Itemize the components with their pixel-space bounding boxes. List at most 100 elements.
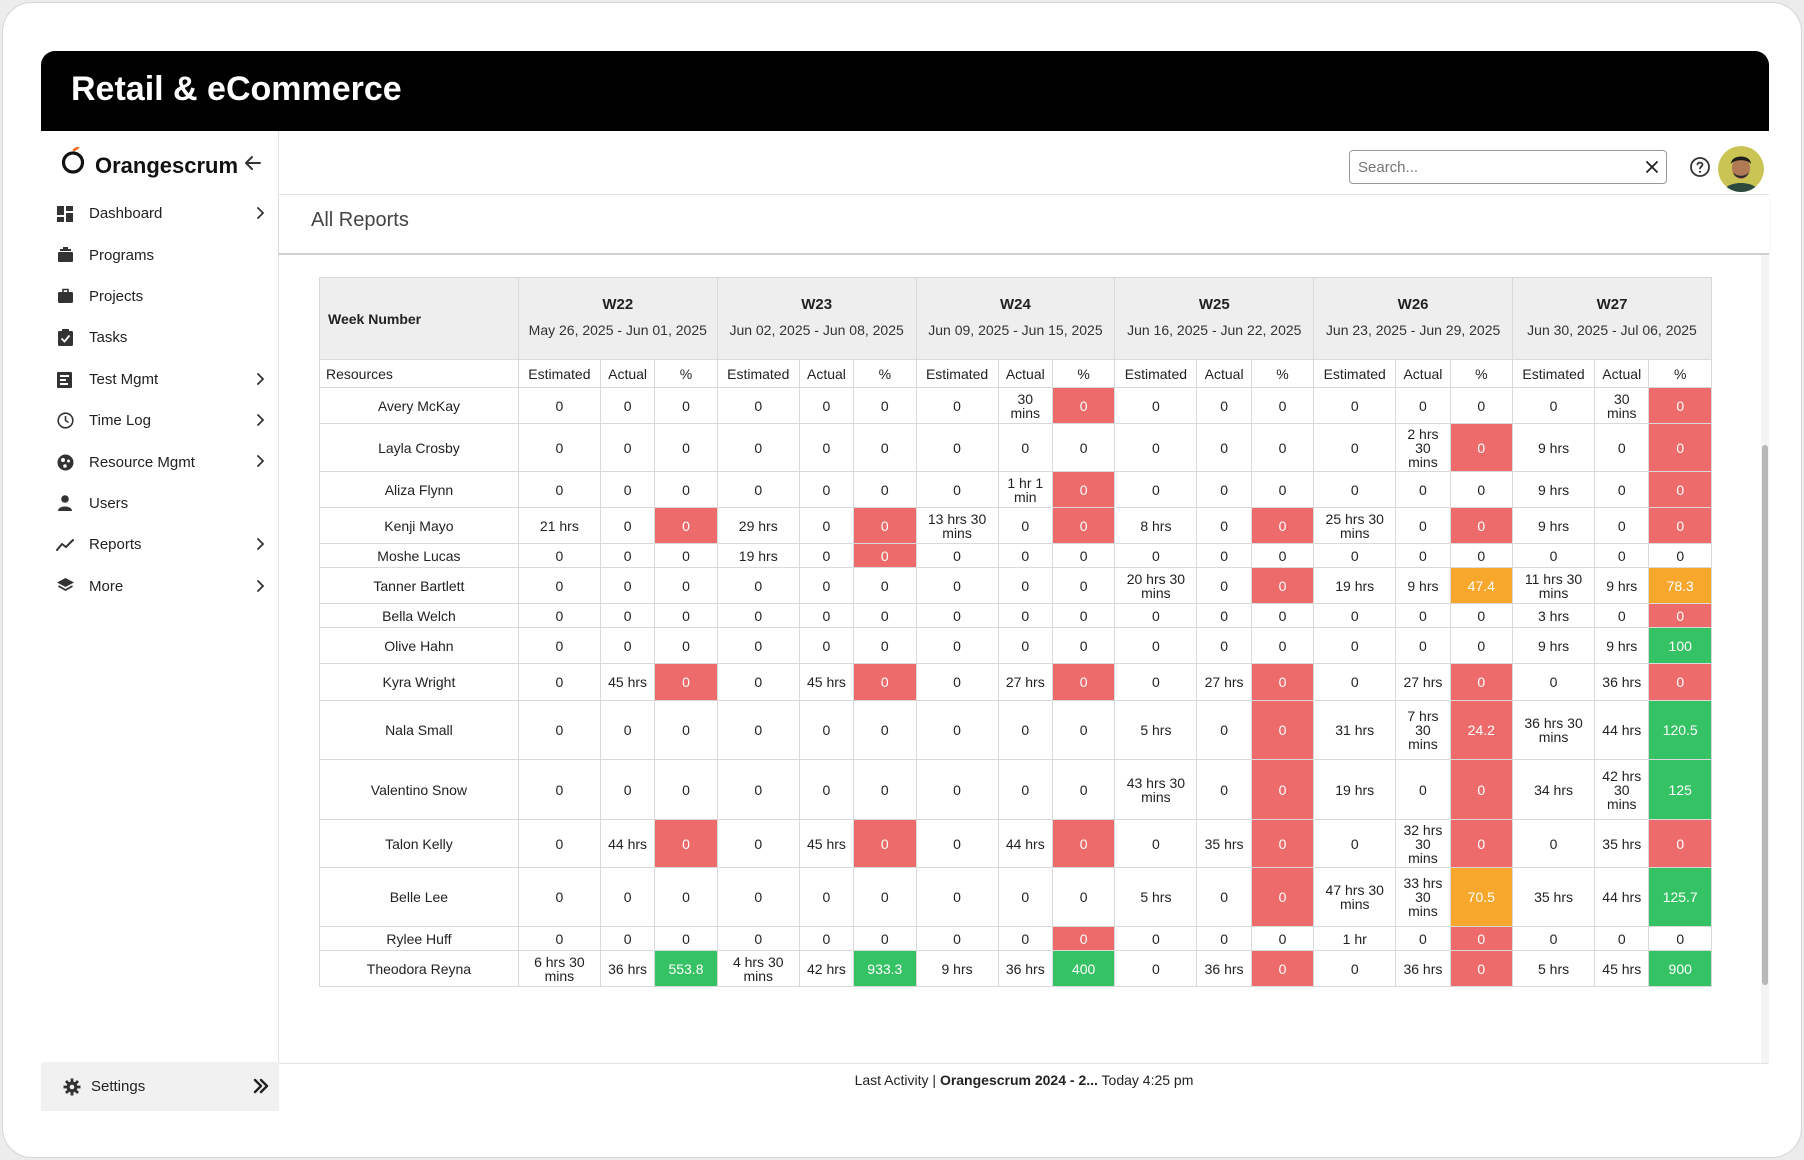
percent-cell: 0 <box>1648 926 1712 951</box>
double-chevron-right-icon[interactable] <box>251 1076 271 1096</box>
actual-cell: 36 hrs <box>1196 950 1252 987</box>
estimated-header: Estimated <box>915 359 999 388</box>
actual-cell: 45 hrs <box>599 663 656 701</box>
percent-header: % <box>853 359 917 388</box>
percent-cell: 0 <box>654 507 718 544</box>
estimated-cell: 0 <box>1114 926 1198 951</box>
estimated-cell: 0 <box>915 663 999 701</box>
sidebar-item-test-mgmt[interactable]: Test Mgmt <box>41 359 279 400</box>
estimated-cell: 0 <box>1313 543 1397 568</box>
estimated-cell: 4 hrs 30 mins <box>716 950 800 987</box>
last-activity-project[interactable]: Orangescrum 2024 - 2... <box>939 1072 1098 1088</box>
actual-cell: 27 hrs <box>1196 663 1252 701</box>
percent-cell: 0 <box>654 423 718 472</box>
percent-cell: 0 <box>1051 543 1116 568</box>
sidebar-item-programs[interactable]: Programs <box>41 234 279 275</box>
actual-cell: 30 mins <box>1594 387 1650 424</box>
user-avatar[interactable] <box>1718 146 1764 192</box>
percent-cell: 0 <box>1449 759 1514 820</box>
actual-cell: 0 <box>1594 926 1650 951</box>
search-input[interactable] <box>1349 150 1667 184</box>
scrollbar-thumb[interactable] <box>1762 445 1768 985</box>
estimated-cell: 0 <box>1313 950 1397 987</box>
percent-cell: 0 <box>853 423 917 472</box>
percent-cell: 0 <box>1051 603 1116 628</box>
table-row: Moshe Lucas 0 0 0 19 hrs 0 0 0 0 0 0 0 0 0 0 0 0 0 0 <box>319 543 1712 568</box>
estimated-cell: 0 <box>915 867 999 927</box>
sidebar-item-resource-mgmt[interactable]: Resource Mgmt <box>41 441 279 482</box>
actual-cell: 0 <box>798 471 855 508</box>
sidebar: Orangescrum Dashboard Progra <box>41 131 279 1111</box>
actual-cell: 0 <box>599 507 656 544</box>
estimated-cell: 0 <box>915 387 999 424</box>
percent-cell: 0 <box>654 926 718 951</box>
sidebar-item-settings[interactable]: Settings <box>41 1062 279 1111</box>
percent-cell: 100 <box>1648 627 1712 664</box>
actual-cell: 44 hrs <box>599 819 656 868</box>
sidebar-item-tasks[interactable]: Tasks <box>41 317 279 358</box>
sidebar-item-dashboard[interactable]: Dashboard <box>41 193 279 234</box>
chevron-right-icon <box>257 372 265 385</box>
percent-cell: 0 <box>853 926 917 951</box>
actual-cell: 36 hrs <box>997 950 1053 987</box>
close-icon[interactable] <box>1643 158 1661 176</box>
actual-cell: 0 <box>599 759 656 820</box>
actual-cell: 0 <box>798 867 855 927</box>
sidebar-item-reports[interactable]: Reports <box>41 524 279 565</box>
week-code: W25 <box>1198 295 1230 313</box>
vertical-scrollbar[interactable] <box>1761 255 1769 1063</box>
actual-header: Actual <box>1594 359 1650 388</box>
actual-cell: 0 <box>599 543 656 568</box>
actual-cell: 44 hrs <box>1594 700 1650 760</box>
week-date-range: Jun 02, 2025 - Jun 08, 2025 <box>729 321 904 338</box>
percent-cell: 0 <box>1648 471 1712 508</box>
actual-cell: 0 <box>599 567 656 604</box>
sidebar-item-label: Programs <box>89 246 155 264</box>
table-row: Bella Welch 0 0 0 0 0 0 0 0 0 0 0 0 0 0 0 3 hrs 0 0 <box>319 603 1712 628</box>
estimated-cell: 0 <box>716 867 800 927</box>
actual-cell: 0 <box>1196 926 1252 951</box>
last-activity-time: Today 4:25 pm <box>1101 1072 1194 1088</box>
collapse-sidebar-arrow-icon[interactable] <box>241 151 265 175</box>
brand-name: Orangescrum <box>95 153 239 178</box>
actual-cell: 9 hrs <box>1594 567 1650 604</box>
actual-cell: 0 <box>1395 926 1451 951</box>
percent-cell: 0 <box>1250 603 1315 628</box>
sidebar-item-users[interactable]: Users <box>41 483 279 524</box>
last-activity-label: Last Activity <box>854 1072 929 1088</box>
estimated-cell: 0 <box>1313 471 1397 508</box>
estimated-cell: 5 hrs <box>1512 950 1596 987</box>
sidebar-item-projects[interactable]: Projects <box>41 276 279 317</box>
estimated-cell: 9 hrs <box>915 950 999 987</box>
percent-cell: 0 <box>1250 819 1315 868</box>
estimated-cell: 36 hrs 30 mins <box>1512 700 1596 760</box>
percent-header: % <box>654 359 718 388</box>
estimated-cell: 0 <box>915 543 999 568</box>
estimated-cell: 0 <box>716 627 800 664</box>
actual-cell: 0 <box>1196 700 1252 760</box>
percent-cell: 0 <box>1449 507 1514 544</box>
sidebar-item-time-log[interactable]: Time Log <box>41 400 279 441</box>
actual-cell: 44 hrs <box>1594 867 1650 927</box>
resource-name: Valentino Snow <box>319 759 519 820</box>
estimated-cell: 35 hrs <box>1512 867 1596 927</box>
percent-cell: 0 <box>1648 603 1712 628</box>
estimated-cell: 0 <box>1313 603 1397 628</box>
actual-cell: 33 hrs 30 mins <box>1395 867 1451 927</box>
actual-cell: 0 <box>1196 759 1252 820</box>
sidebar-item-more[interactable]: More <box>41 566 279 607</box>
percent-cell: 0 <box>1449 819 1514 868</box>
help-icon[interactable] <box>1688 155 1712 179</box>
table-row: Belle Lee 0 0 0 0 0 0 0 0 0 5 hrs 0 0 47 hrs 30 mins 3… <box>319 867 1712 927</box>
estimated-cell: 47 hrs 30 mins <box>1313 867 1397 927</box>
estimated-cell: 0 <box>1114 387 1198 424</box>
sidebar-item-label: Tasks <box>89 329 128 347</box>
report-table-wrapper: Week Number W22 May 26, 2025 - Jun 01, 20… <box>319 277 1712 987</box>
table-row: Layla Crosby 0 0 0 0 0 0 0 0 0 0 0 0 0 2 hrs 30 mins 0 9… <box>319 423 1712 472</box>
estimated-cell: 0 <box>1512 663 1596 701</box>
actual-cell: 0 <box>599 627 656 664</box>
estimated-cell: 0 <box>517 663 601 701</box>
banner-title: Retail & eCommerce <box>71 70 402 108</box>
percent-cell: 0 <box>1051 387 1116 424</box>
estimated-cell: 31 hrs <box>1313 700 1397 760</box>
